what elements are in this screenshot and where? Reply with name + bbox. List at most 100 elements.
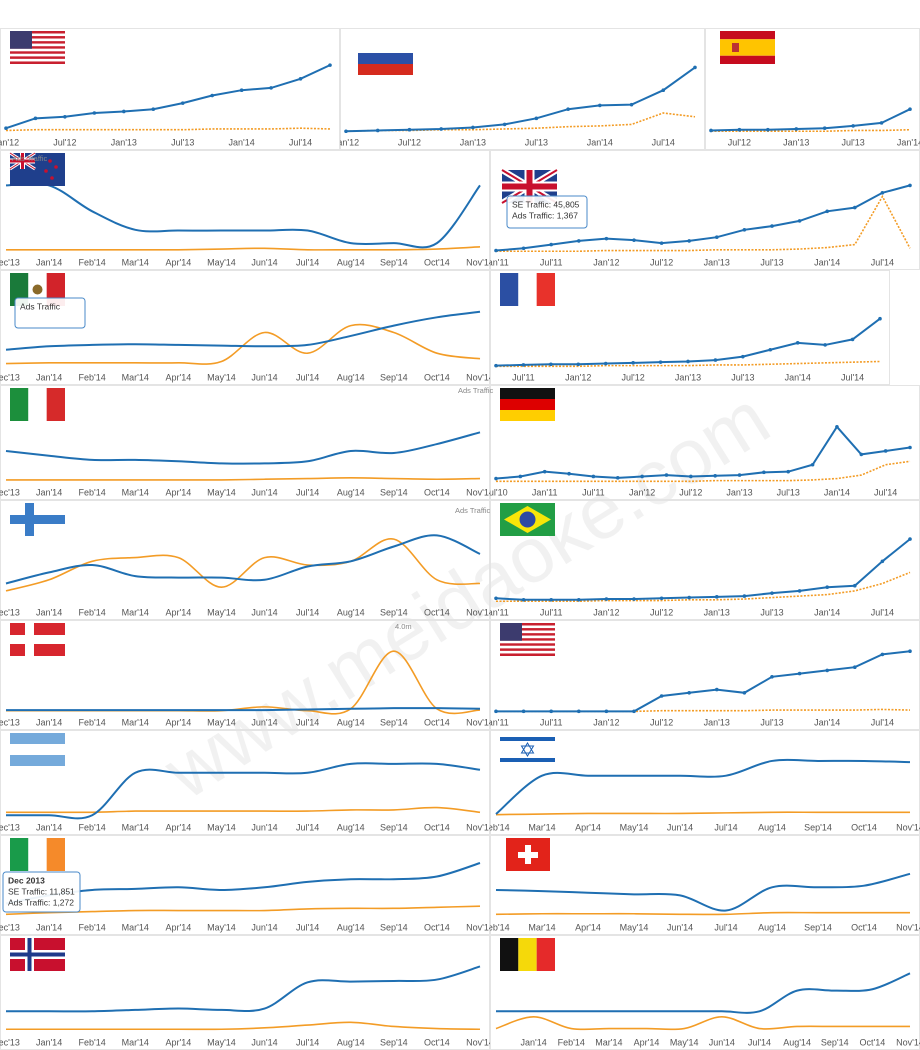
- point: [566, 107, 570, 111]
- point: [715, 595, 719, 599]
- series-line: [6, 1021, 481, 1031]
- flag-part: [10, 635, 65, 644]
- chart-panel: Dec'13 Jan'14 Feb'14 Mar'14 Apr'14 May'14 Jun'…: [0, 503, 490, 617]
- x-tick-label: Jan'11: [483, 717, 509, 727]
- x-tick-label: Jan'12: [593, 257, 619, 267]
- panel-border: [0, 620, 490, 730]
- point: [797, 219, 802, 223]
- point: [577, 597, 581, 602]
- point: [542, 469, 547, 474]
- point: [577, 709, 581, 714]
- point: [632, 597, 636, 601]
- point: [742, 228, 747, 232]
- x-tick-label: Jun'14: [251, 372, 277, 382]
- annotation: 4.0m: [395, 622, 412, 631]
- point: [577, 239, 581, 243]
- point: [713, 473, 717, 478]
- series-line: [496, 460, 911, 483]
- point: [686, 359, 690, 364]
- series-line: [345, 66, 696, 133]
- x-tick-label: Feb'14: [79, 717, 106, 727]
- x-tick-label: Jan'13: [111, 137, 137, 147]
- x-tick-label: Sep'14: [380, 257, 408, 267]
- x-tick-label: Jan'12: [333, 137, 359, 147]
- series-line: [5, 534, 481, 585]
- flag-part: [500, 399, 555, 410]
- series-line: [5, 762, 481, 820]
- chart-panel: Dec'13 Jan'14 Feb'14 Mar'14 Apr'14 May'14 Jun'…: [0, 388, 490, 497]
- x-tick-label: Aug'14: [337, 257, 365, 267]
- x-tick-label: Jul'11: [582, 487, 605, 497]
- x-tick-label: May'14: [207, 717, 236, 727]
- x-tick-label: Jan'12: [629, 487, 655, 497]
- flag-part: [520, 742, 535, 754]
- flag-part: [10, 53, 65, 57]
- x-tick-label: Jul'14: [874, 487, 897, 497]
- point: [549, 362, 553, 367]
- flag-part: [500, 758, 555, 762]
- x-tick-label: Jun'14: [667, 822, 693, 832]
- flag-part: [500, 635, 555, 639]
- point: [471, 125, 475, 130]
- x-tick-label: Apr'14: [165, 822, 191, 832]
- x-tick-label: Jan'11: [483, 257, 509, 267]
- x-tick-label: Jan'13: [704, 607, 730, 617]
- x-tick-label: Jan'13: [675, 372, 701, 382]
- tooltip-box: [14, 297, 86, 329]
- x-tick-label: Nov'14: [896, 822, 920, 832]
- x-tick-label: Jul'14: [714, 922, 737, 932]
- flag-part: [10, 56, 65, 59]
- flag-part: [10, 58, 65, 62]
- point: [344, 129, 348, 134]
- flag-part: [720, 39, 775, 56]
- flag-part: [32, 284, 43, 295]
- x-tick-label: Jun'14: [251, 1037, 277, 1047]
- x-tick-label: Feb'14: [79, 922, 106, 932]
- point: [822, 126, 827, 130]
- x-tick-label: Jul'12: [53, 137, 76, 147]
- series-line: [5, 182, 481, 249]
- x-tick-label: Jan'13: [783, 137, 809, 147]
- x-tick-label: Jul'11: [540, 607, 563, 617]
- point: [629, 102, 634, 107]
- point: [883, 449, 888, 453]
- x-tick-label: Apr'14: [575, 922, 601, 932]
- x-tick-label: Mar'14: [122, 1037, 149, 1047]
- chart-panel: Jan'12 Jul'12 Jan'13 Jul'13 Jan'14 Jul'14: [333, 42, 697, 147]
- x-tick-label: Mar'14: [122, 372, 149, 382]
- point: [598, 103, 602, 108]
- point: [797, 589, 802, 593]
- chart-panel: Dec'13 Jan'14 Feb'14 Mar'14 Apr'14 May'14 Jun'…: [0, 273, 490, 382]
- x-tick-label: Jan'13: [460, 137, 486, 147]
- point: [659, 241, 664, 245]
- point: [859, 452, 864, 457]
- series-line: [5, 477, 481, 481]
- point: [375, 128, 380, 133]
- x-tick-label: Apr'14: [165, 257, 191, 267]
- chart-panel: Jul'11 Jan'12 Jul'12 Jan'13 Jul'13 Jan'14 Jul'…: [494, 273, 882, 382]
- x-tick-label: Feb'14: [482, 922, 509, 932]
- x-tick-label: Feb'14: [482, 822, 509, 832]
- chart-panel: Dec'13 Jan'14 Feb'14 Mar'14 Apr'14 May'14 Jun'…: [0, 623, 490, 727]
- flag-part: [500, 625, 555, 629]
- x-tick-label: Jun'14: [667, 922, 693, 932]
- panel-border: [0, 730, 490, 835]
- x-tick-label: Jun'14: [251, 607, 277, 617]
- x-tick-label: Jan'14: [814, 607, 840, 617]
- x-tick-label: Jan'14: [36, 372, 62, 382]
- x-tick-label: Jul'14: [296, 257, 319, 267]
- flag-part: [519, 511, 536, 528]
- point: [794, 127, 799, 131]
- x-tick-label: Jul'13: [760, 257, 783, 267]
- flag-part: [10, 51, 65, 54]
- x-tick-label: Jan'14: [785, 372, 811, 382]
- point: [742, 691, 747, 695]
- point: [850, 337, 855, 342]
- x-tick-label: Jan'14: [36, 717, 62, 727]
- point: [795, 341, 800, 345]
- tooltip-text: SE Traffic: 11,851: [8, 886, 75, 896]
- x-tick-label: Jul'12: [650, 717, 673, 727]
- x-tick-label: Jun'14: [251, 257, 277, 267]
- x-tick-label: May'14: [620, 822, 649, 832]
